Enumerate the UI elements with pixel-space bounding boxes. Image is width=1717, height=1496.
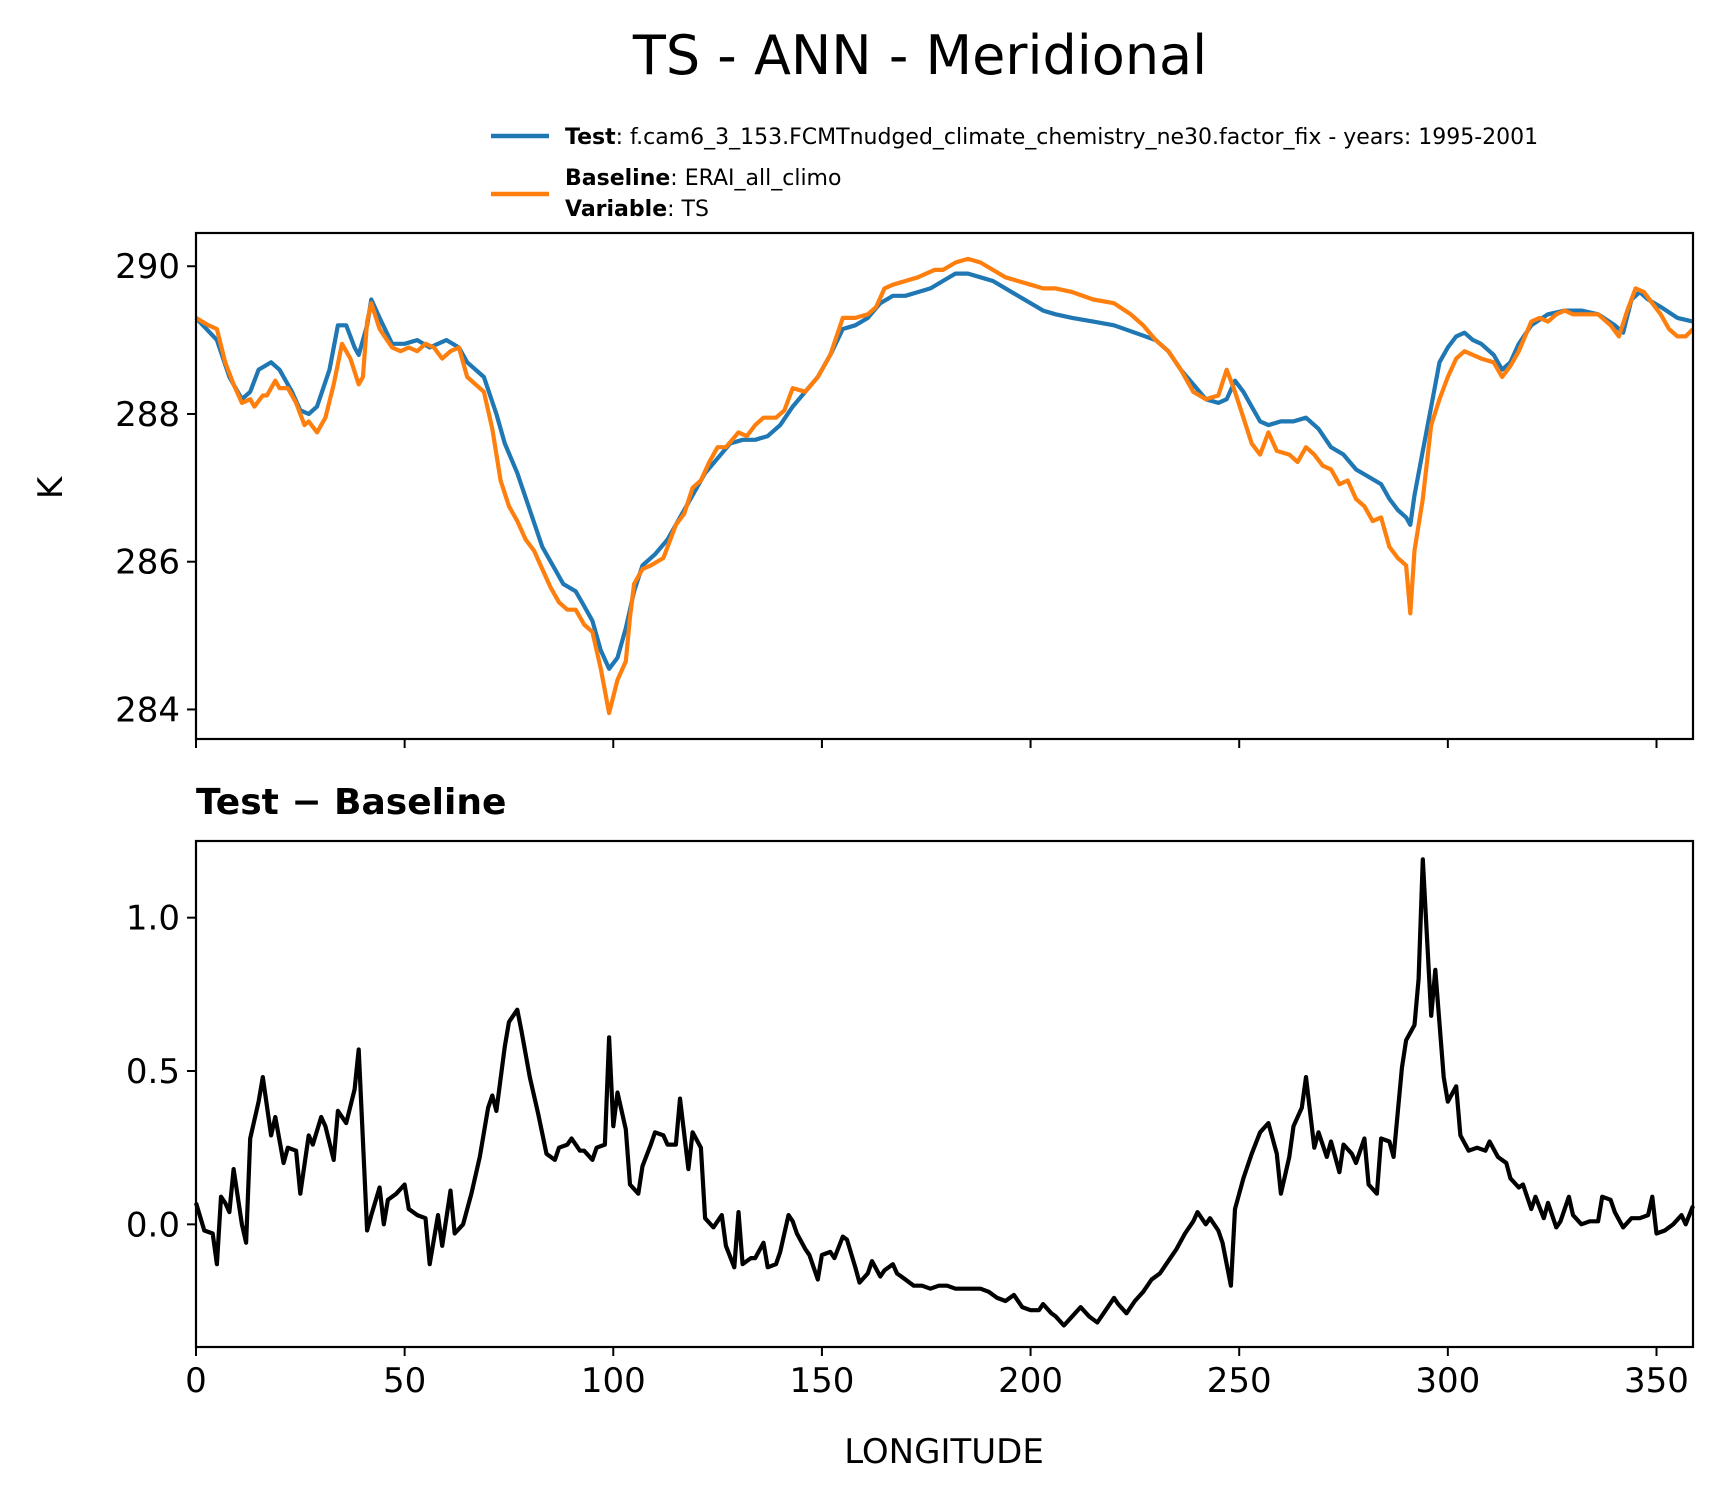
legend: Test: f.cam6_3_153.FCMTnudged_climate_ch… [491, 125, 1538, 222]
top-axes: 284 286 288 290 [115, 231, 1695, 748]
top-y-axis-label: K [31, 475, 71, 499]
top-y-tick-label: 290 [115, 247, 180, 287]
legend-baseline-key: Baseline [565, 166, 670, 191]
bot-y-tick-label: 1.0 [126, 899, 180, 939]
bot-y-tick-label: 0.0 [126, 1205, 180, 1245]
bot-x-tick-label: 150 [789, 1361, 854, 1401]
bottom-plot-area [193, 857, 1695, 1328]
top-y-tick-label: 284 [115, 690, 180, 730]
top-plot-area [194, 256, 1695, 716]
bottom-axes: 0.0 0.5 1.0 0 50 100 150 200 250 300 350 [126, 839, 1695, 1401]
bot-series-test-baseline-line [193, 857, 1695, 1328]
bot-x-tick-label: 250 [1207, 1361, 1272, 1401]
top-panel: 284 286 288 290 K [31, 231, 1695, 748]
legend-baseline-entry: Baseline: ERAI_all_climo [565, 166, 841, 191]
bot-x-tick-label: 0 [185, 1361, 207, 1401]
bot-y-tick-label: 0.5 [126, 1052, 180, 1092]
legend-variable-entry: Variable: TS [565, 197, 709, 222]
bot-x-tick-label: 300 [1415, 1361, 1480, 1401]
x-axis-label: LONGITUDE [844, 1432, 1044, 1472]
top-y-tick-label: 286 [115, 543, 180, 583]
chart-title: TS - ANN - Meridional [632, 24, 1207, 87]
top-axes-frame [194, 231, 1695, 741]
legend-test-text: : f.cam6_3_153.FCMTnudged_climate_chemis… [616, 125, 1539, 150]
legend-variable-key: Variable [565, 197, 667, 222]
bottom-panel-title: Test − Baseline [196, 782, 506, 823]
top-series-baseline-line [194, 256, 1695, 716]
legend-variable-text: : TS [667, 197, 709, 222]
legend-test-entry: Test: f.cam6_3_153.FCMTnudged_climate_ch… [565, 125, 1538, 150]
bottom-panel: Test − Baseline 0.0 0.5 1.0 0 50 100 150 200 250… [126, 782, 1695, 1472]
legend-test-key: Test [565, 125, 616, 150]
bot-x-tick-label: 100 [581, 1361, 646, 1401]
legend-baseline-text: : ERAI_all_climo [670, 166, 841, 191]
bot-x-tick-label: 200 [998, 1361, 1063, 1401]
bot-axes-frame [194, 839, 1695, 1349]
top-series-test-line [194, 271, 1694, 671]
bot-x-tick-label: 350 [1624, 1361, 1689, 1401]
top-y-tick-label: 288 [115, 395, 180, 435]
bot-x-tick-label: 50 [383, 1361, 426, 1401]
